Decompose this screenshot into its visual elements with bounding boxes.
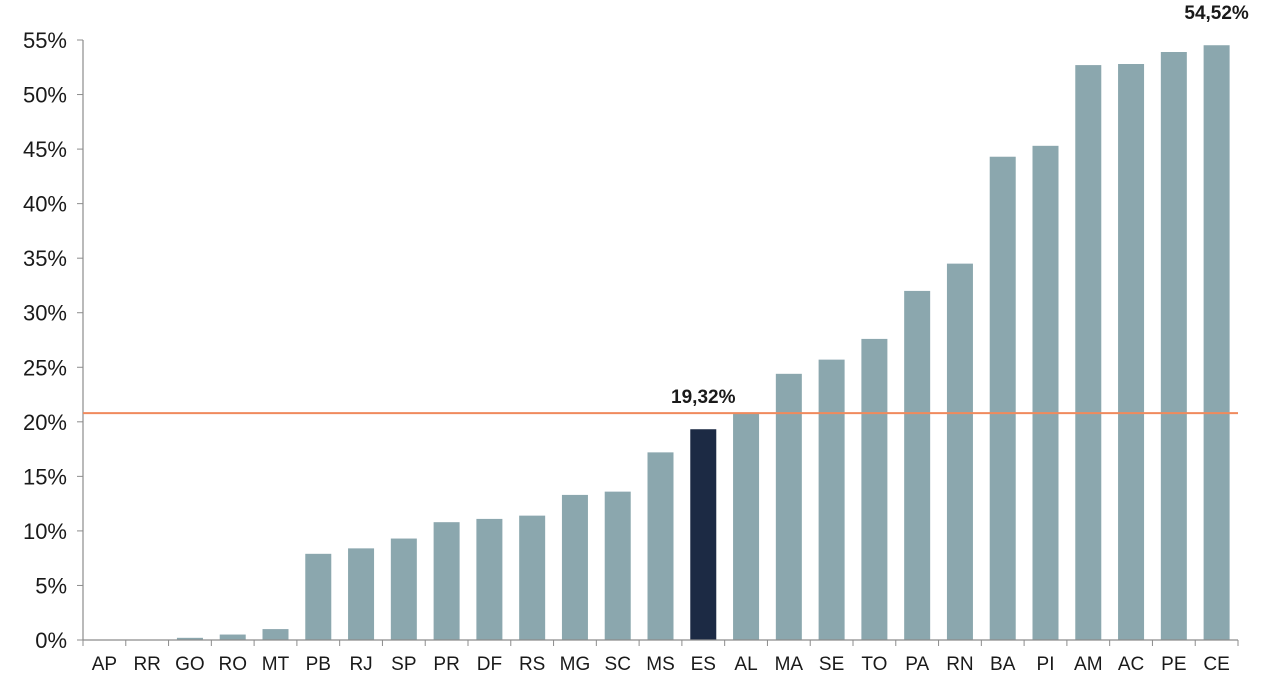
data-label-es: 19,32%	[671, 387, 736, 408]
x-tick-label: PA	[905, 654, 929, 673]
y-tick-label: 55%	[23, 28, 67, 53]
x-tick-label: SE	[819, 654, 844, 673]
x-tick-label: MT	[262, 654, 290, 673]
bar-al	[733, 413, 760, 640]
bar-rj	[348, 548, 375, 640]
x-tick-label: PR	[433, 654, 459, 673]
x-tick-label: DF	[477, 654, 502, 673]
y-tick-label: 45%	[23, 137, 67, 162]
bar-ma	[775, 373, 802, 640]
x-tick-label: CE	[1203, 654, 1229, 673]
bar-mg	[561, 494, 588, 640]
y-tick-label: 30%	[23, 301, 67, 326]
x-tick-label: AC	[1118, 654, 1144, 673]
x-tick-label: BA	[990, 654, 1016, 673]
y-tick-label: 35%	[23, 246, 67, 271]
bar-pi	[1032, 145, 1059, 640]
y-tick-label: 20%	[23, 410, 67, 435]
bar-df	[476, 518, 503, 640]
data-labels: 19,32% 54,52%	[671, 3, 1249, 408]
bar-to	[861, 338, 888, 640]
x-tick-label: SP	[391, 654, 416, 673]
x-tick-label: AP	[92, 654, 117, 673]
bar-go	[176, 637, 203, 640]
y-tick-label: 10%	[23, 519, 67, 544]
bar-ac	[1118, 64, 1145, 640]
y-tick-label: 0%	[35, 628, 67, 653]
x-tick-label: SC	[605, 654, 631, 673]
x-tick-label: TO	[861, 654, 887, 673]
y-axis-ticks: 0% 5% 10% 15% 20% 25% 30% 35% 40% 45% 50% 55%	[23, 28, 83, 653]
x-tick-label: RR	[133, 654, 160, 673]
bar-sp	[390, 538, 417, 640]
bar-es	[690, 429, 717, 640]
x-tick-label: PE	[1161, 654, 1186, 673]
bar-pa	[904, 290, 931, 640]
axes	[82, 40, 1238, 641]
x-tick-label: PI	[1037, 654, 1055, 673]
y-tick-label: 15%	[23, 464, 67, 489]
bar-pe	[1160, 52, 1187, 640]
bar-pb	[305, 553, 332, 640]
bars	[176, 45, 1230, 640]
bar-am	[1075, 65, 1102, 640]
bar-ce	[1203, 45, 1230, 640]
y-tick-label: 25%	[23, 355, 67, 380]
bar-se	[818, 359, 845, 640]
bar-pr	[433, 522, 460, 640]
x-tick-label: ES	[691, 654, 716, 673]
x-axis-labels: AP RR GO RO MT PB RJ SP PR DF RS MG SC MS ES AL MA SE TO PA…	[82, 640, 1239, 673]
x-tick-label: PB	[306, 654, 331, 673]
bar-ro	[219, 634, 246, 640]
x-tick-label: RN	[946, 654, 973, 673]
x-tick-label: MS	[646, 654, 675, 673]
y-tick-label: 50%	[23, 83, 67, 108]
y-tick-label: 5%	[35, 573, 67, 598]
x-tick-label: RS	[519, 654, 545, 673]
bar-ba	[989, 156, 1016, 640]
x-tick-label: MA	[775, 654, 804, 673]
bar-ms	[647, 452, 674, 640]
x-tick-label: AM	[1074, 654, 1103, 673]
bar-sc	[604, 491, 631, 640]
bar-rn	[946, 263, 973, 640]
x-tick-label: MG	[560, 654, 591, 673]
data-label-ce: 54,52%	[1184, 3, 1249, 24]
x-tick-label: RO	[218, 654, 247, 673]
x-tick-label: GO	[175, 654, 205, 673]
bar-mt	[262, 629, 289, 640]
x-tick-label: AL	[734, 654, 757, 673]
y-tick-label: 40%	[23, 192, 67, 217]
x-tick-label: RJ	[349, 654, 372, 673]
bar-rs	[519, 515, 546, 640]
